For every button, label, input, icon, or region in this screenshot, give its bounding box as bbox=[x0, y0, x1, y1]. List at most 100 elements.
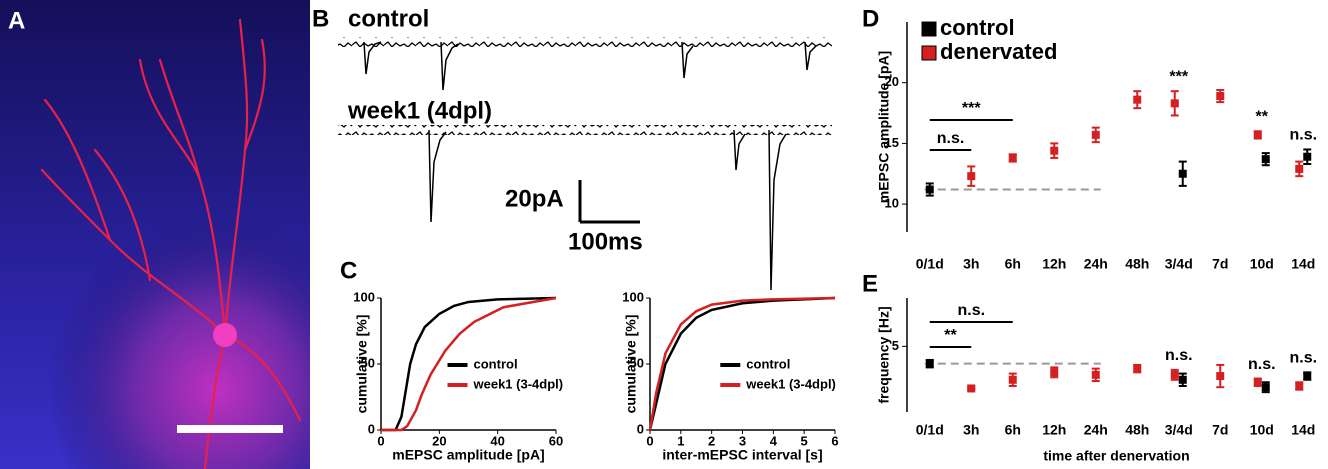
legend-label: control bbox=[940, 15, 1015, 40]
x-axis-label: mEPSC amplitude [pA] bbox=[392, 447, 544, 463]
cumulative-line bbox=[381, 296, 557, 432]
y-tick-label: 0 bbox=[368, 421, 375, 436]
marker bbox=[1216, 92, 1225, 101]
marker bbox=[1303, 152, 1312, 161]
legend-label: control bbox=[746, 356, 790, 371]
trace bbox=[338, 125, 832, 291]
marker bbox=[967, 172, 976, 181]
y-axis-label: cumulative [%] bbox=[623, 315, 639, 414]
marker bbox=[1295, 164, 1304, 173]
significance: ** bbox=[1256, 108, 1269, 125]
x-tick-label: 3 bbox=[739, 433, 746, 448]
y-tick-label: 5 bbox=[892, 338, 899, 353]
micrograph bbox=[0, 0, 310, 469]
x-tick-label: 3h bbox=[963, 256, 979, 272]
trace-label: control bbox=[348, 5, 429, 32]
marker bbox=[1253, 130, 1262, 139]
significance: n.s. bbox=[937, 130, 965, 147]
significance: n.s. bbox=[957, 302, 985, 319]
panel-label: B bbox=[312, 5, 329, 32]
panel-label: E bbox=[862, 270, 878, 297]
x-tick-label: 6h bbox=[1005, 422, 1021, 438]
x-tick-label: 14d bbox=[1291, 256, 1315, 272]
panel-label: A bbox=[8, 7, 25, 34]
x-tick-label: 10d bbox=[1250, 422, 1274, 438]
legend-label: denervated bbox=[940, 39, 1057, 64]
marker bbox=[1261, 383, 1270, 392]
x-tick-label: 12h bbox=[1042, 422, 1066, 438]
x-tick-label: 1 bbox=[677, 433, 684, 448]
y-tick-label: 100 bbox=[622, 289, 644, 304]
y-tick-label: 50 bbox=[630, 355, 644, 370]
x-tick-label: 10d bbox=[1250, 256, 1274, 272]
significance: *** bbox=[962, 100, 981, 117]
x-tick-label: 2 bbox=[708, 433, 715, 448]
panel-label: D bbox=[862, 5, 879, 32]
x-tick-label: 6h bbox=[1005, 256, 1021, 272]
marker bbox=[1295, 381, 1304, 390]
x-tick-label: 60 bbox=[549, 433, 563, 448]
legend-swatch bbox=[921, 21, 937, 37]
marker bbox=[1008, 375, 1017, 384]
panel-label: C bbox=[340, 257, 357, 284]
marker bbox=[967, 384, 976, 393]
scale-label: 100ms bbox=[568, 228, 643, 255]
x-tick-label: 3/4d bbox=[1165, 256, 1193, 272]
x-tick-label: 48h bbox=[1125, 422, 1149, 438]
marker bbox=[1170, 370, 1179, 379]
marker bbox=[1178, 375, 1187, 384]
x-tick-label: 40 bbox=[490, 433, 504, 448]
legend-label: week1 (3-4dpl) bbox=[745, 376, 836, 391]
marker bbox=[1178, 169, 1187, 178]
trace bbox=[338, 37, 832, 91]
marker bbox=[1303, 372, 1312, 381]
x-tick-label: 0/1d bbox=[916, 422, 944, 438]
x-tick-label: 20 bbox=[432, 433, 446, 448]
x-tick-label: 0/1d bbox=[916, 256, 944, 272]
significance: n.s. bbox=[1289, 127, 1317, 144]
x-tick-label: 4 bbox=[770, 433, 778, 448]
marker bbox=[1261, 155, 1270, 164]
legend-label: control bbox=[474, 356, 518, 371]
marker bbox=[1253, 378, 1262, 387]
x-tick-label: 5 bbox=[801, 433, 808, 448]
scale-label: 20pA bbox=[505, 185, 564, 212]
x-tick-label: 6 bbox=[831, 433, 838, 448]
legend-swatch bbox=[921, 45, 937, 61]
y-tick-label: 20 bbox=[885, 74, 899, 89]
cumulative-line bbox=[648, 296, 836, 431]
x-tick-label: 48h bbox=[1125, 256, 1149, 272]
marker bbox=[1008, 153, 1017, 162]
y-axis-label: frequency [Hz] bbox=[876, 306, 892, 403]
x-tick-label: 24h bbox=[1084, 422, 1108, 438]
significance: ** bbox=[944, 327, 957, 344]
y-tick-label: 50 bbox=[361, 355, 375, 370]
marker bbox=[1133, 95, 1142, 104]
cumulative-line bbox=[381, 296, 557, 432]
marker bbox=[1170, 99, 1179, 108]
x-tick-label: 12h bbox=[1042, 256, 1066, 272]
marker bbox=[1133, 364, 1142, 373]
x-tick-label: 3/4d bbox=[1165, 422, 1193, 438]
y-axis-label: mEPSC amplitude [pA] bbox=[876, 51, 892, 203]
y-tick-label: 15 bbox=[885, 135, 899, 150]
x-axis-label: time after denervation bbox=[1043, 448, 1189, 464]
y-tick-label: 100 bbox=[353, 289, 375, 304]
marker bbox=[1050, 368, 1059, 377]
significance: n.s. bbox=[1289, 350, 1317, 367]
marker bbox=[1216, 372, 1225, 381]
trace-label: week1 (4dpl) bbox=[347, 97, 492, 124]
significance: *** bbox=[1169, 68, 1188, 85]
cumulative-line bbox=[648, 296, 836, 431]
x-tick-label: 7d bbox=[1212, 256, 1228, 272]
x-tick-label: 3h bbox=[963, 422, 979, 438]
significance: n.s. bbox=[1248, 356, 1276, 373]
y-axis-label: cumulative [%] bbox=[354, 315, 370, 414]
marker bbox=[1091, 130, 1100, 139]
y-tick-label: 10 bbox=[885, 196, 899, 211]
x-tick-label: 0 bbox=[377, 433, 384, 448]
marker bbox=[1091, 370, 1100, 379]
marker bbox=[925, 359, 934, 368]
x-tick-label: 0 bbox=[646, 433, 653, 448]
marker bbox=[1050, 146, 1059, 155]
